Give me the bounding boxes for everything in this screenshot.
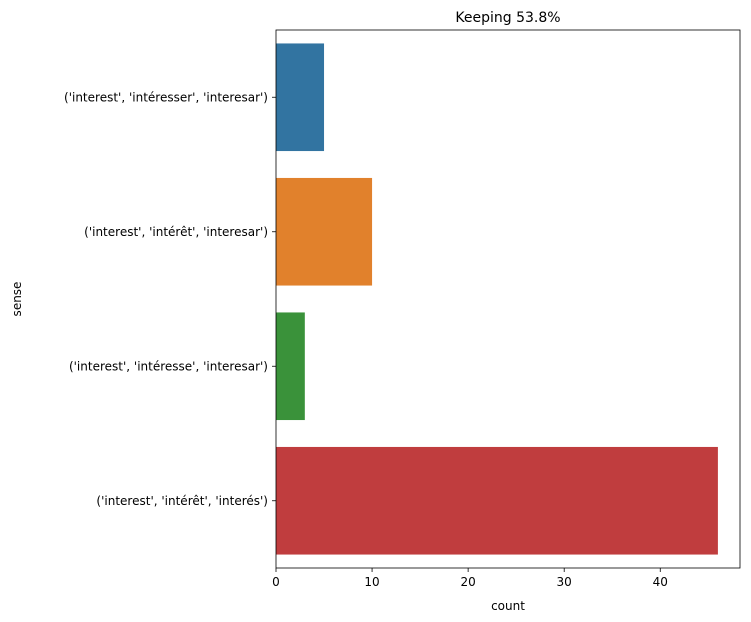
y-axis-label: sense [10,282,24,317]
y-tick-label: ('interest', 'intéresser', 'interesar') [64,90,268,104]
y-tick-labels: ('interest', 'intéresser', 'interesar') (… [64,90,276,508]
bar [276,312,305,421]
bar [276,446,718,555]
x-tick-label: 20 [460,575,475,589]
bars-group [276,43,718,555]
axes-frame [275,29,741,569]
x-tick-label: 10 [364,575,379,589]
bar [276,177,373,286]
bar [276,43,325,152]
x-tick-label: 30 [557,575,572,589]
x-tick-label: 40 [653,575,668,589]
y-tick-label: ('interest', 'intérêt', 'interesar') [84,225,268,239]
y-tick-label: ('interest', 'intéresse', 'interesar') [69,359,268,373]
x-tick-labels: 0 10 20 30 40 [272,568,668,589]
x-axis-label: count [491,599,525,613]
plot-frame [275,29,741,569]
x-tick-label: 0 [272,575,280,589]
y-tick-label: ('interest', 'intérêt', 'interés') [96,494,268,508]
chart-title: Keeping 53.8% [455,10,560,26]
